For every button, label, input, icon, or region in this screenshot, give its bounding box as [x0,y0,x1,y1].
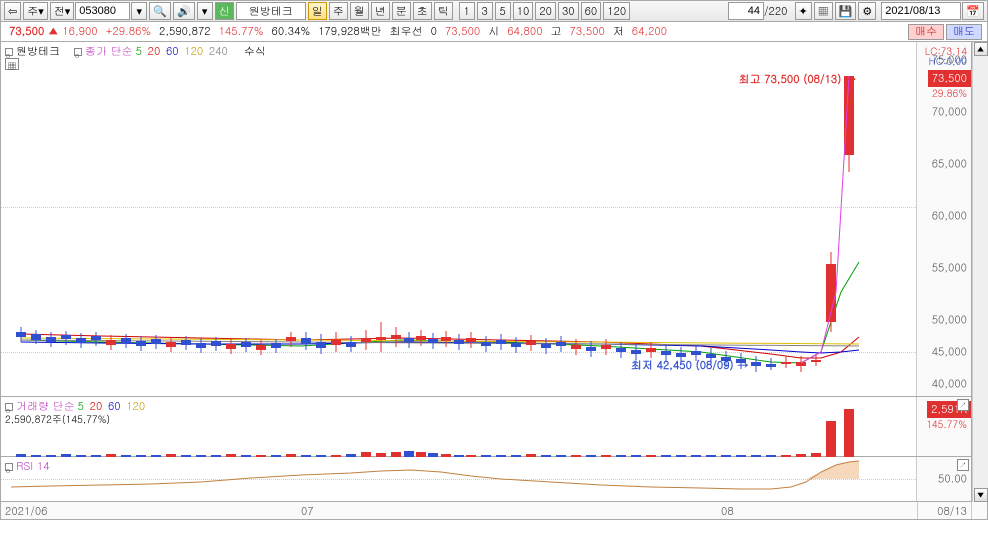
prev-btn[interactable]: 전▾ [50,2,75,20]
period-day-btn[interactable]: 일 [308,2,327,20]
open-label: 시 [488,24,499,39]
scroll-down-icon[interactable]: ▼ [974,488,988,502]
xaxis-plot: 2021/060708 [1,502,917,519]
save-icon[interactable]: 💾 [835,2,857,20]
rsi-plot[interactable] [1,457,917,501]
rsi-toggle-icon[interactable]: ▫ [5,463,13,471]
volume-yaxis: 2,591K 145.77% ↗ [917,397,971,456]
high-annotation: 최고 73,500 (08/13) → [739,72,856,87]
low-val: 64,200 [632,24,667,39]
interval-60[interactable]: 60 [581,2,602,20]
stock-code-input[interactable] [75,2,130,20]
period-tick-btn[interactable]: 틱 [434,2,453,20]
interval-5[interactable]: 5 [495,2,511,20]
new-tag: 신 [215,2,234,20]
interval-3[interactable]: 3 [477,2,493,20]
ma-title: 종가 단순 [85,44,133,59]
low-annotation: 최저 42,450 (08/09) → [631,358,748,373]
float-pct: 60.34% [272,24,311,39]
date-input[interactable] [881,2,961,20]
period-week-btn[interactable]: 주 [329,2,348,20]
tool-icon-1[interactable]: ✦ [795,2,812,20]
sound-icon[interactable]: 🔊 [173,2,195,20]
formula-label: 수식 [244,44,266,59]
info-bar: 73,500 ▲ 16,900 +29.86% 2,590,872 145.77… [0,22,988,42]
interval-1[interactable]: 1 [459,2,475,20]
price-yaxis: LC:73,14 HC:0,00 75,00070,00065,00060,00… [917,42,971,396]
ma-toggle-icon[interactable]: ▫ [74,48,82,56]
pct-flag: 29.86% [932,86,967,100]
volume-pane-header: ▫ 거래량 단순 5 20 60 120 [5,399,147,414]
rsi-pane-header: ▫ RSI 14 [5,459,50,474]
high2-val: 73,500 [570,24,605,39]
change-pct: +29.86% [106,24,151,39]
rsi-yaxis: 50.00 ↗ [917,457,971,501]
main-toolbar: ⇦ 주▾ 전▾ ▾ 🔍 🔊 ▾ 신 원방테크 일 주 월 년 분 초 틱 1 3… [0,0,988,22]
interval-120[interactable]: 120 [603,2,630,20]
high-label: 고 [551,24,562,39]
open-val: 73,500 [445,24,480,39]
price-pane-title: 원방테크 [16,44,60,59]
low-label: 저 [613,24,624,39]
buy-button[interactable]: 매수 [908,24,944,40]
period-sec-btn[interactable]: 초 [413,2,432,20]
rsi-title: RSI 14 [16,459,50,474]
settings-icon[interactable]: ⚙ [858,2,876,20]
volume-title: 거래량 단순 [16,399,75,414]
calendar-icon[interactable]: 📅 [962,2,984,20]
current-price: 73,500 [9,24,44,39]
volume: 2,590,872 [159,24,211,39]
interval-10[interactable]: 10 [513,2,534,20]
vol-pct: 145.77% [219,24,264,39]
price-pane-header: ▫ 원방테크 ▫ 종가 단순 5 20 60 120 240 수식 [5,44,266,59]
stock-name[interactable]: 원방테크 [236,2,306,20]
x-axis: 2021/060708 08/13 [0,502,988,520]
market-cap: 179,928백만 [318,24,382,39]
price-pane: ▫ 원방테크 ▫ 종가 단순 5 20 60 120 240 수식 ▦ 최고 7… [1,42,971,397]
nav-stock-btn[interactable]: 주▾ [23,2,48,20]
high-val: 64,800 [507,24,542,39]
pos-input[interactable] [728,2,764,20]
period-month-btn[interactable]: 월 [350,2,369,20]
volume-pane: ▫ 거래량 단순 5 20 60 120 2,590,872주(145,77%)… [1,397,971,457]
price-change: 16,900 [62,24,97,39]
tool-icon-2[interactable]: ▦ [814,2,833,20]
pane-toggle-icon[interactable]: ▫ [5,48,13,56]
vol-expand-icon[interactable]: ↗ [957,399,969,411]
xaxis-right: 08/13 [917,502,971,519]
period-year-btn[interactable]: 년 [371,2,390,20]
vol-pct-flag: 145.77% [926,417,967,431]
code-dropdown-icon[interactable]: ▾ [131,2,147,20]
rsi-ytick: 50.00 [938,472,967,487]
rsi-pane: ▫ RSI 14 50.00 ↗ [1,457,971,501]
ma-legend: 5 20 60 120 240 [136,44,230,59]
vol-toggle-icon[interactable]: ▫ [5,403,13,411]
interval-20[interactable]: 20 [535,2,556,20]
priority-label: 최우선 [390,24,423,39]
sell-button[interactable]: 매도 [946,24,982,40]
chart-container: ▫ 원방테크 ▫ 종가 단순 5 20 60 120 240 수식 ▦ 최고 7… [0,42,972,502]
price-plot[interactable]: 최고 73,500 (08/13) → 최저 42,450 (08/09) → [1,42,917,396]
back-icon[interactable]: ⇦ [4,2,21,20]
interval-30[interactable]: 30 [558,2,579,20]
period-min-btn[interactable]: 분 [392,2,411,20]
pos-total: /220 [764,4,788,19]
up-arrow-icon: ▲ [48,24,58,39]
link-icon[interactable]: ▾ [197,2,213,20]
scroll-up-icon[interactable]: ▲ [974,42,988,56]
search-icon[interactable]: 🔍 [149,2,171,20]
price-flag: 73,500 [928,70,971,87]
vertical-scrollbar[interactable]: ▲ ▼ [972,42,988,502]
priority-val: 0 [431,24,437,39]
rsi-expand-icon[interactable]: ↗ [957,459,969,471]
